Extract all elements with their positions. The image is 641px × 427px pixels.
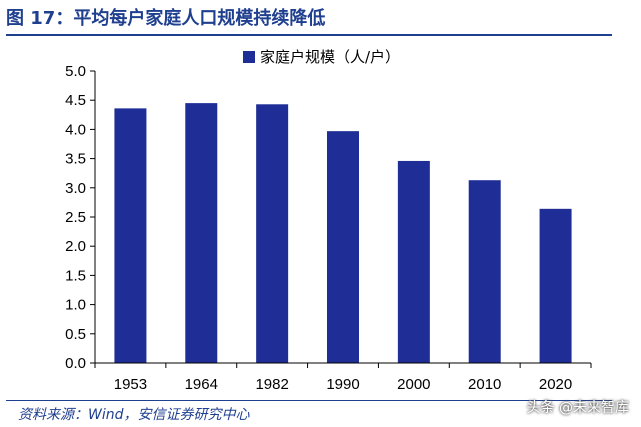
y-tick-label: 4.5 (65, 92, 86, 109)
y-axis: 0.0 0.5 1.0 1.5 2.0 2.5 3.0 3.5 4.0 4.5 5.0 (65, 63, 96, 372)
y-tick-label: 0.0 (65, 355, 86, 372)
x-tick-label: 2000 (397, 376, 430, 393)
y-tick-label: 5.0 (65, 63, 86, 80)
y-tick-label: 0.5 (65, 326, 86, 343)
source-note: 资料来源：Wind，安信证券研究中心 (18, 407, 250, 423)
y-tick-label: 3.0 (65, 180, 86, 197)
bar (114, 108, 147, 363)
x-tick-label: 1953 (114, 376, 147, 393)
x-axis: 1953 1964 1982 1990 2000 2010 2020 (94, 362, 592, 393)
legend-swatch (243, 51, 255, 63)
bars (114, 103, 572, 364)
bar-chart: 0.00.51.01.52.02.53.03.54.04.55.0 1953 19… (65, 48, 592, 393)
bar (185, 103, 218, 364)
source-rule (6, 400, 612, 401)
bar (539, 208, 572, 363)
bar (327, 131, 359, 363)
x-tick-label: 2020 (539, 376, 572, 393)
x-tick-label: 1964 (185, 376, 218, 393)
y-tick-label: 3.5 (65, 151, 86, 168)
figure-title: 图 17：平均每户家庭人口规模持续降低 (6, 8, 326, 29)
bar (468, 180, 501, 363)
bar (256, 104, 289, 364)
y-tick-label: 1.0 (65, 297, 86, 314)
x-tick-label: 2010 (468, 376, 501, 393)
watermark: 头条 @未来智库 (526, 400, 629, 416)
y-tick-label: 1.5 (65, 267, 86, 284)
x-tick-label: 1982 (255, 376, 288, 393)
y-tick-label: 2.5 (65, 209, 86, 226)
legend: 家庭户规模（人/户） (243, 48, 400, 66)
x-tick-label: 1990 (326, 376, 359, 393)
y-tick-label: 2.0 (65, 238, 86, 255)
y-tick-label: 4.0 (65, 121, 86, 138)
legend-label: 家庭户规模（人/户） (260, 48, 400, 66)
bar (397, 160, 430, 363)
title-rule (6, 34, 612, 36)
